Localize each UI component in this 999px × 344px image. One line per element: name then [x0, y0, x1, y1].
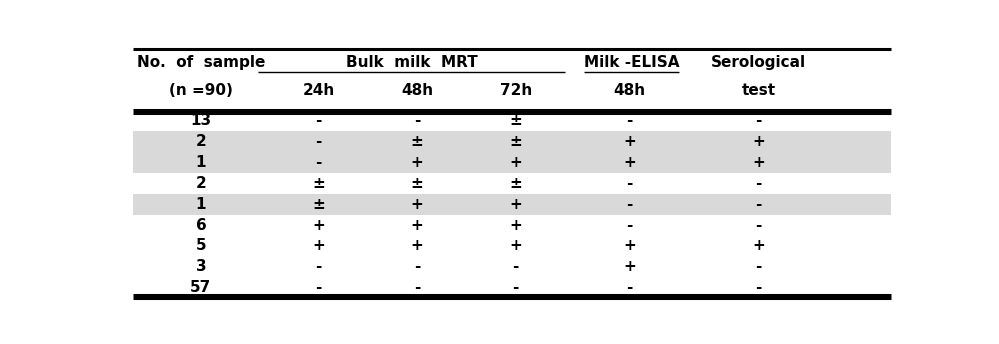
Text: (n =90): (n =90)	[169, 83, 233, 98]
Text: -: -	[414, 280, 421, 295]
Text: +: +	[623, 238, 636, 254]
Text: -: -	[626, 197, 632, 212]
Text: ±: ±	[411, 176, 424, 191]
Text: 24h: 24h	[303, 83, 335, 98]
Text: 57: 57	[190, 280, 212, 295]
Text: ±: ±	[509, 134, 522, 149]
Text: +: +	[509, 155, 522, 170]
Text: -: -	[755, 280, 762, 295]
Text: test: test	[741, 83, 775, 98]
Text: +: +	[312, 238, 325, 254]
Text: +: +	[509, 217, 522, 233]
Text: -: -	[755, 217, 762, 233]
Text: -: -	[414, 113, 421, 128]
Text: Milk -ELISA: Milk -ELISA	[583, 55, 679, 70]
Text: 3: 3	[196, 259, 206, 275]
Text: -: -	[755, 176, 762, 191]
Text: +: +	[411, 217, 424, 233]
Bar	[133, 131, 891, 152]
Text: +: +	[411, 238, 424, 254]
Text: -: -	[512, 259, 518, 275]
Text: -: -	[755, 113, 762, 128]
Text: ±: ±	[509, 176, 522, 191]
Text: +: +	[752, 238, 765, 254]
Bar	[133, 152, 891, 173]
Text: +: +	[509, 238, 522, 254]
Text: +: +	[752, 134, 765, 149]
Text: 13: 13	[191, 113, 212, 128]
Text: -: -	[316, 113, 322, 128]
Text: 2: 2	[196, 134, 206, 149]
Text: 72h: 72h	[500, 83, 531, 98]
Text: 48h: 48h	[613, 83, 645, 98]
Text: Bulk  milk  MRT: Bulk milk MRT	[346, 55, 478, 70]
Text: -: -	[626, 217, 632, 233]
Bar	[133, 194, 891, 215]
Text: -: -	[316, 134, 322, 149]
Text: +: +	[411, 197, 424, 212]
Text: No.  of  sample: No. of sample	[137, 55, 265, 70]
Text: -: -	[316, 155, 322, 170]
Text: -: -	[626, 113, 632, 128]
Text: ±: ±	[312, 176, 325, 191]
Text: 2: 2	[196, 176, 206, 191]
Text: 48h: 48h	[401, 83, 434, 98]
Text: -: -	[626, 280, 632, 295]
Text: 1: 1	[196, 155, 206, 170]
Text: -: -	[316, 259, 322, 275]
Text: +: +	[312, 217, 325, 233]
Text: +: +	[411, 155, 424, 170]
Text: 6: 6	[196, 217, 206, 233]
Text: +: +	[623, 134, 636, 149]
Text: ±: ±	[509, 113, 522, 128]
Text: Serological: Serological	[711, 55, 806, 70]
Text: -: -	[512, 280, 518, 295]
Text: +: +	[623, 155, 636, 170]
Text: -: -	[316, 280, 322, 295]
Text: -: -	[755, 197, 762, 212]
Text: +: +	[752, 155, 765, 170]
Text: 5: 5	[196, 238, 206, 254]
Text: -: -	[626, 176, 632, 191]
Text: ±: ±	[411, 134, 424, 149]
Text: +: +	[509, 197, 522, 212]
Text: +: +	[623, 259, 636, 275]
Text: 1: 1	[196, 197, 206, 212]
Text: ±: ±	[312, 197, 325, 212]
Text: -: -	[755, 259, 762, 275]
Text: -: -	[414, 259, 421, 275]
